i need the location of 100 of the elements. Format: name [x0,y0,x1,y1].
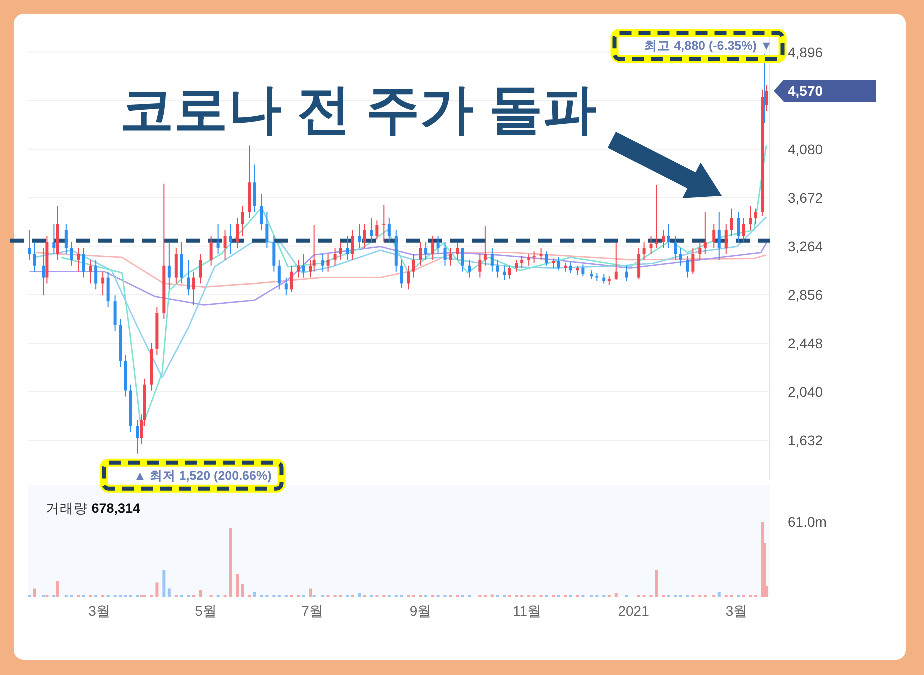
candlestick [496,259,500,278]
candlestick [224,230,227,260]
candlestick [33,242,36,272]
candlestick [478,254,482,278]
bar [253,592,256,597]
candlestick [686,256,690,278]
candlestick [692,248,695,275]
candlestick [614,242,618,281]
bar [614,593,618,597]
candlestick [192,271,196,306]
candlestick [650,236,653,254]
candlestick [278,259,281,290]
candlestick [52,224,56,254]
bar [309,588,312,597]
candlestick [253,164,256,213]
x-tick-label: 9월 [410,603,432,619]
bar [156,582,159,597]
y-tick-label: 2,040 [788,384,824,400]
candlestick [674,236,678,260]
candlestick [102,271,105,296]
candlestick [229,224,232,254]
candlestick [70,242,74,266]
bar [229,528,232,597]
y-tick-label: 4,080 [788,141,824,158]
candlestick [468,259,472,278]
x-tick-label: 11월 [513,603,542,619]
y-tick-label: 2,856 [788,286,824,303]
candlestick [210,236,213,266]
x-tick-label: 3월 [88,603,110,619]
candlestick [339,242,342,260]
candlestick [400,259,404,289]
candlestick [28,230,32,260]
text: 코로나 전 주가 돌파 [120,80,598,140]
candlestick [370,218,374,243]
candlestick [569,262,572,274]
candlestick [667,224,670,249]
candlestick [388,218,391,243]
candlestick [187,259,190,296]
candlestick [351,230,354,260]
candlestick [456,242,459,260]
candlestick [42,248,46,296]
candlestick [444,242,447,266]
candlestick [322,254,325,272]
annotation: 최고 4,880 (-6.35%) ▼ [644,39,773,54]
y-tick-label: 3,264 [788,238,824,254]
candlestick [334,248,337,266]
candlestick [297,259,300,278]
candlestick [642,242,646,260]
candlestick [484,226,487,266]
candlestick [655,184,658,249]
y-tick-label: 1,632 [788,432,824,449]
candlestick [528,254,531,266]
candlestick [236,218,240,249]
candlestick [557,257,560,272]
bar [241,584,244,597]
candlestick [436,236,440,254]
text: 거래량 678,314 [46,501,142,516]
candlestick [266,212,269,249]
candlestick [737,212,740,243]
candlestick [174,248,178,284]
bar [358,593,362,597]
candlestick [449,248,452,266]
x-tick-label: 7월 [302,603,324,619]
candlestick [168,242,171,290]
candlestick [290,265,294,293]
candlestick [199,254,202,284]
candlestick [754,208,758,225]
candlestick [89,259,92,284]
candlestick [376,220,379,240]
candlestick [552,258,556,269]
line-series [29,242,768,306]
candlestick [540,248,543,260]
candlestick [77,248,80,272]
line-series [34,216,768,378]
candlestick [216,224,220,254]
candlestick [490,248,494,272]
candlestick [704,212,707,254]
candlestick [698,242,702,260]
annotation: 4,570 [788,83,824,100]
candlestick [260,194,264,231]
candlestick [412,254,416,278]
candlestick [272,236,276,272]
bar [655,570,658,597]
candlestick [638,248,641,280]
candlestick [106,271,110,308]
candlestick [419,242,422,266]
candlestick [718,212,721,260]
candlestick [326,254,330,272]
candlestick [180,242,184,284]
candlestick [742,218,746,243]
y-tick-label: 4,896 [788,44,824,60]
x-tick-label: 3월 [726,603,748,619]
x-tick-label: 5월 [195,603,217,619]
candlestick [363,224,366,249]
x-tick-label: 2021 [618,603,650,619]
candlestick [424,242,428,260]
annotation: ▲ 최저 1,520 (200.66%) [134,468,272,483]
candlestick [508,265,512,280]
candlestick [730,208,734,237]
candlestick [407,265,410,290]
